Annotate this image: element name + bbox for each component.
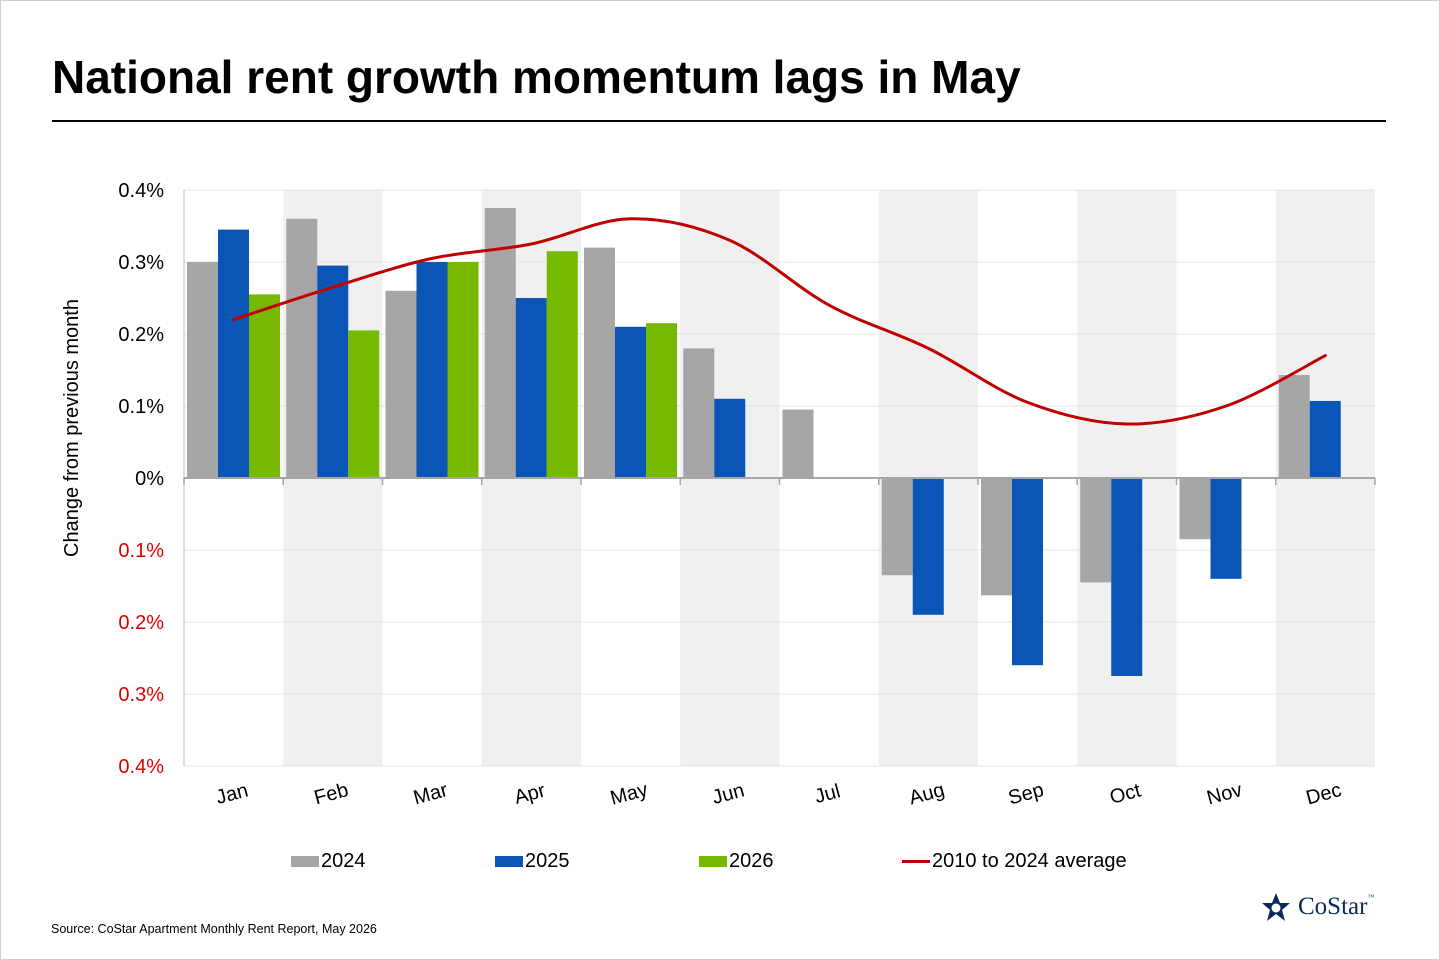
bar-2024-jun xyxy=(683,348,715,478)
legend-label-2026: 2026 xyxy=(729,849,774,872)
x-tick-label-apr: Apr xyxy=(512,779,548,808)
costar-logo-word: CoStar xyxy=(1298,893,1368,920)
x-tick-label-mar: Mar xyxy=(411,779,450,809)
bar-2024-dec xyxy=(1278,375,1310,478)
bar-2025-jan xyxy=(218,229,249,478)
bar-2026-feb xyxy=(348,330,380,478)
legend-swatch-2025 xyxy=(495,855,523,867)
y-tick-label: 0.4% xyxy=(118,180,164,202)
costar-logo-text: CoStar™ xyxy=(1298,893,1374,921)
x-tick-label-jun: Jun xyxy=(710,779,747,809)
y-tick-label: 0.3% xyxy=(118,252,164,274)
costar-logo-tm: ™ xyxy=(1367,893,1375,901)
bar-2025-dec xyxy=(1309,400,1341,478)
bar-2025-may xyxy=(615,326,646,478)
y-tick-label: 0.1% xyxy=(118,396,164,418)
x-tick-label-nov: Nov xyxy=(1205,779,1245,809)
bar-2025-aug xyxy=(912,478,944,615)
bar-2025-sep xyxy=(1012,478,1043,666)
bar-2024-feb xyxy=(286,218,318,479)
source-note: Source: CoStar Apartment Monthly Rent Re… xyxy=(51,922,377,936)
legend-item-average: 2010 to 2024 average xyxy=(902,849,1127,873)
bar-2025-nov xyxy=(1210,478,1242,579)
y-tick-label: 0.4% xyxy=(118,756,164,778)
y-tick-label: 0.2% xyxy=(118,612,164,634)
bar-2026-apr xyxy=(546,251,578,478)
bar-2024-mar xyxy=(385,290,417,478)
legend-item-2026: 2026 xyxy=(699,849,774,873)
y-tick-label: 0.1% xyxy=(118,540,164,562)
legend-label-2025: 2025 xyxy=(525,849,570,872)
chart-title: National rent growth momentum lags in Ma… xyxy=(52,51,1021,103)
bar-2025-jun xyxy=(714,398,746,478)
costar-logo: CoStar™ xyxy=(1260,890,1374,924)
bar-2025-oct xyxy=(1111,478,1143,676)
x-tick-label-aug: Aug xyxy=(907,779,947,809)
bar-2024-jan xyxy=(187,262,218,478)
bar-2024-sep xyxy=(981,478,1012,596)
y-tick-label: 0.2% xyxy=(118,324,164,346)
x-tick-label-jul: Jul xyxy=(812,780,842,808)
legend-item-2024: 2024 xyxy=(291,849,366,873)
y-axis-label: Change from previous month xyxy=(61,299,83,557)
x-tick-label-dec: Dec xyxy=(1304,779,1344,809)
legend-item-2025: 2025 xyxy=(495,849,570,873)
bar-2026-jan xyxy=(249,294,280,478)
legend-swatch-2024 xyxy=(291,855,319,867)
legend-swatch-average xyxy=(902,859,930,863)
bar-2024-oct xyxy=(1080,478,1112,583)
bar-2024-apr xyxy=(484,208,516,478)
bar-2024-nov xyxy=(1179,478,1211,540)
costar-star-icon xyxy=(1262,893,1290,921)
x-tick-label-oct: Oct xyxy=(1107,779,1143,808)
bar-2026-may xyxy=(646,323,677,478)
bar-2024-may xyxy=(584,247,615,478)
bar-2024-aug xyxy=(881,478,913,576)
bar-2025-apr xyxy=(515,298,547,478)
average-line xyxy=(232,217,1327,426)
legend-label-2024: 2024 xyxy=(321,849,366,872)
bar-2026-mar xyxy=(447,262,479,478)
bar-2025-mar xyxy=(416,262,448,478)
y-tick-label: 0% xyxy=(135,468,164,490)
title-divider xyxy=(52,120,1386,122)
x-tick-label-jan: Jan xyxy=(214,779,251,809)
y-tick-label: 0.3% xyxy=(118,684,164,706)
bar-2025-feb xyxy=(317,265,349,478)
legend-label-average: 2010 to 2024 average xyxy=(932,849,1127,872)
legend-swatch-2026 xyxy=(699,855,727,867)
x-tick-label-feb: Feb xyxy=(312,779,351,809)
x-tick-label-may: May xyxy=(608,779,650,810)
bar-2024-jul xyxy=(782,409,814,478)
x-tick-label-sep: Sep xyxy=(1006,779,1046,809)
